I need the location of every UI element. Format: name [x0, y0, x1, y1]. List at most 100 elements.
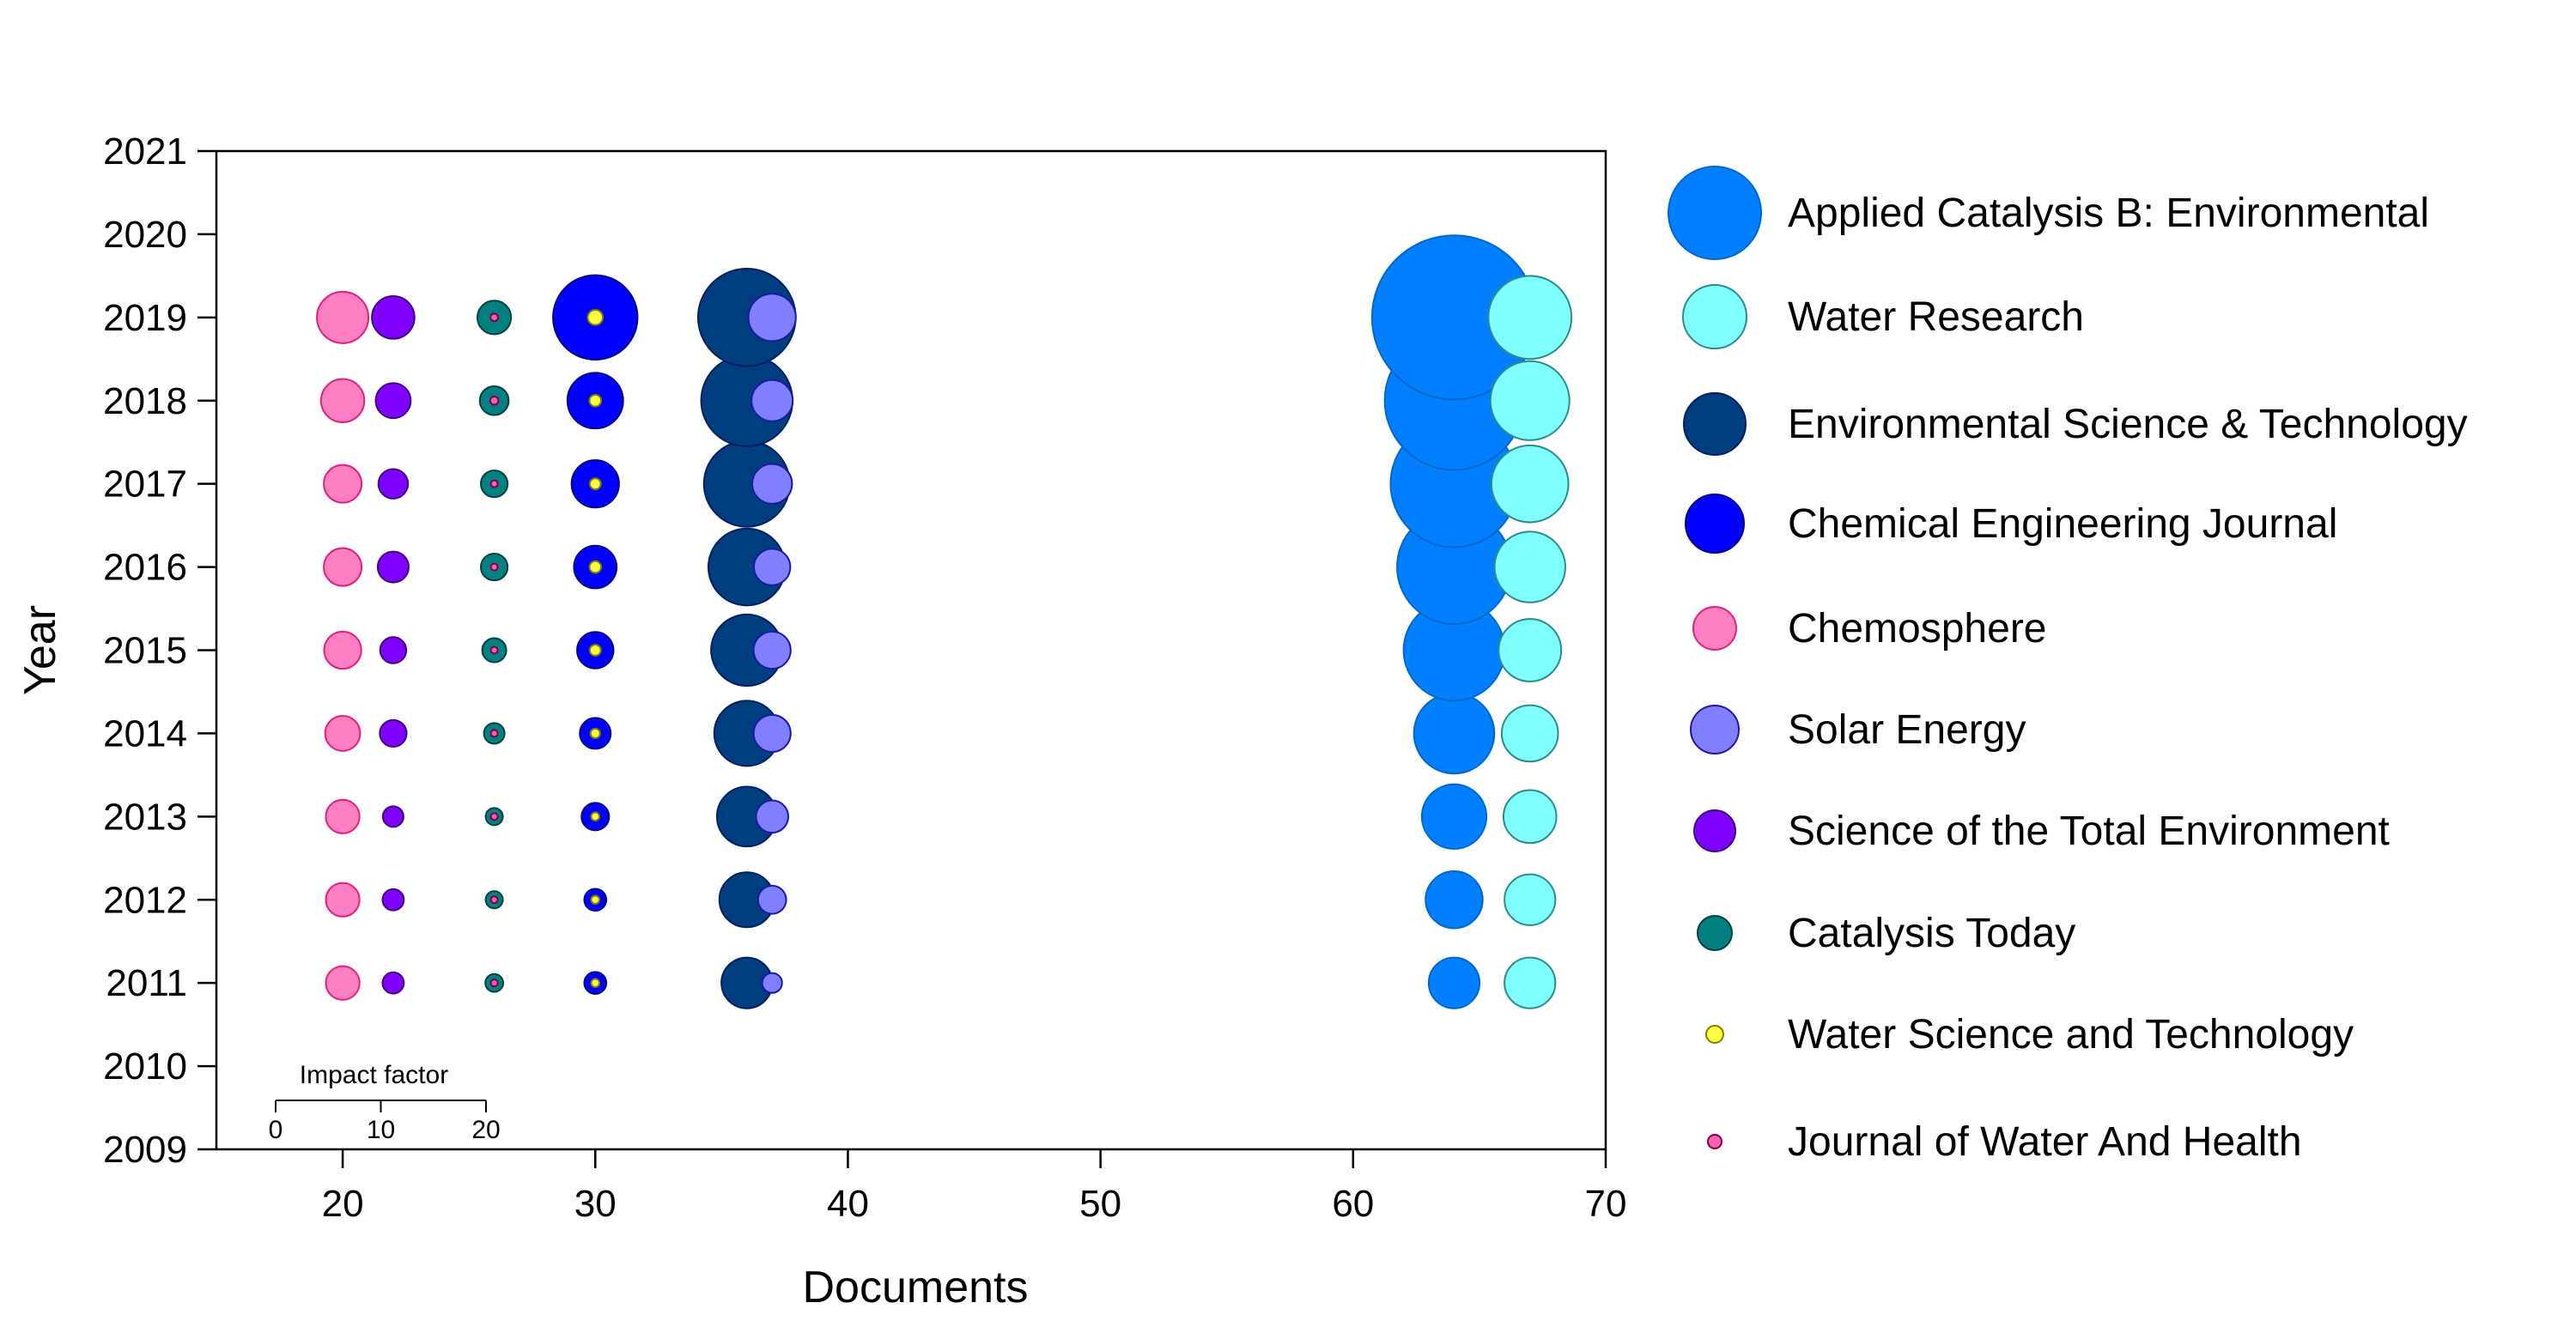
bubble	[588, 477, 602, 491]
legend-swatch	[1693, 809, 1736, 852]
x-tick-label: 20	[322, 1183, 364, 1225]
bubble	[489, 645, 499, 655]
impact-factor-size-key: Impact factor 0 10 20	[269, 1061, 501, 1144]
y-tick-label: 2017	[103, 464, 187, 506]
legend-swatch	[1707, 1134, 1722, 1149]
bubble	[747, 293, 797, 342]
bubble	[323, 630, 362, 670]
bubble	[381, 888, 405, 912]
bubble	[590, 811, 601, 822]
bubble	[1500, 704, 1559, 763]
bubble	[752, 630, 792, 670]
bubble	[325, 798, 361, 834]
legend-label: Chemosphere	[1788, 606, 2047, 651]
bubble	[589, 727, 601, 740]
bubble	[1502, 789, 1558, 845]
y-tick-label: 2012	[103, 879, 187, 921]
legend-item: Chemical Engineering Journal	[1685, 494, 2337, 554]
legend-swatch	[1705, 1025, 1724, 1044]
legend-label: Applied Catalysis B: Environmental	[1788, 191, 2429, 236]
x-tick-label: 70	[1585, 1183, 1627, 1225]
legend-label: Environmental Science & Technology	[1788, 402, 2468, 447]
legend-label: Chemical Engineering Journal	[1788, 501, 2337, 547]
bubble	[371, 295, 416, 340]
bubble	[381, 971, 405, 995]
bubble	[489, 562, 499, 572]
legend-item: Science of the Total Environment	[1693, 809, 2390, 854]
series-solar-energy	[747, 293, 797, 994]
size-key-title: Impact factor	[300, 1061, 448, 1089]
bubble	[325, 882, 361, 918]
bubble	[761, 972, 783, 994]
legend-label: Journal of Water And Health	[1788, 1119, 2302, 1165]
bubble	[588, 393, 603, 408]
legend-item: Solar Energy	[1690, 705, 2026, 754]
bubble	[1427, 956, 1481, 1009]
bubble	[489, 395, 500, 406]
bubble	[588, 560, 603, 574]
series-water-science-and-technology	[586, 309, 605, 988]
size-key-tick-label: 20	[471, 1116, 500, 1144]
legend-swatch	[1668, 166, 1762, 260]
y-tick-label: 2021	[103, 130, 187, 173]
bubble	[376, 550, 410, 584]
size-key-tick-label: 10	[367, 1116, 395, 1144]
bubble	[753, 548, 792, 586]
legend-swatch	[1692, 606, 1737, 651]
bubble	[374, 382, 412, 420]
bubble	[755, 799, 790, 834]
bubble	[586, 309, 605, 326]
size-key-tick-label: 0	[269, 1116, 283, 1144]
bubble	[1490, 444, 1570, 524]
legend-item: Water Research	[1682, 284, 2084, 349]
bubble	[590, 894, 601, 906]
legend-label: Water Research	[1788, 294, 2084, 340]
x-axis-label: Documents	[803, 1263, 1029, 1312]
bubble	[379, 718, 408, 748]
series-applied-catalysis-b-environmental	[1370, 234, 1538, 1009]
bubble	[1489, 360, 1571, 441]
bubble	[1487, 275, 1573, 361]
y-axis-label: Year	[15, 605, 65, 695]
legend-item: Chemosphere	[1692, 606, 2047, 651]
bubble	[319, 378, 366, 423]
bubble	[590, 978, 601, 988]
legend-swatch	[1697, 915, 1733, 951]
bubble	[489, 312, 499, 323]
y-tick-label: 2018	[103, 380, 187, 422]
bubble	[751, 463, 793, 505]
series-chemical-engineering-journal	[552, 274, 639, 995]
y-tick-label: 2011	[106, 962, 187, 1004]
y-tick-label: 2010	[103, 1045, 187, 1088]
x-tick-label: 30	[574, 1183, 617, 1225]
series-chemosphere	[316, 290, 370, 1001]
bubble	[489, 729, 499, 738]
bubble	[752, 713, 792, 754]
legend-swatch	[1683, 392, 1747, 456]
bubble	[588, 644, 602, 657]
legend-label: Science of the Total Environment	[1788, 809, 2390, 854]
legend-label: Solar Energy	[1788, 707, 2026, 753]
legend-item: Catalysis Today	[1697, 911, 2075, 956]
x-tick-label: 60	[1332, 1183, 1374, 1225]
bubble	[1425, 870, 1484, 930]
legend: Applied Catalysis B: Environmental Water …	[1668, 166, 2468, 1165]
legend-label: Catalysis Today	[1788, 911, 2075, 956]
axes: 20 30 40 50 60 702009201020112012201320142015…	[15, 130, 1626, 1312]
y-tick-label: 2014	[103, 712, 187, 754]
legend-item: Applied Catalysis B: Environmental	[1668, 166, 2429, 260]
bubble	[1498, 618, 1563, 682]
bubble	[489, 812, 499, 821]
bubble	[1493, 530, 1566, 603]
bubble	[489, 895, 499, 905]
bubble	[1413, 692, 1496, 775]
series-science-of-the-total-environment	[371, 295, 416, 995]
bubble	[323, 547, 363, 587]
bubble	[489, 479, 499, 488]
legend-swatch	[1682, 284, 1747, 349]
legend-item: Journal of Water And Health	[1707, 1119, 2302, 1165]
series-journal-of-water-and-health	[489, 312, 500, 988]
legend-label: Water Science and Technology	[1788, 1012, 2354, 1057]
legend-swatch	[1690, 705, 1740, 754]
